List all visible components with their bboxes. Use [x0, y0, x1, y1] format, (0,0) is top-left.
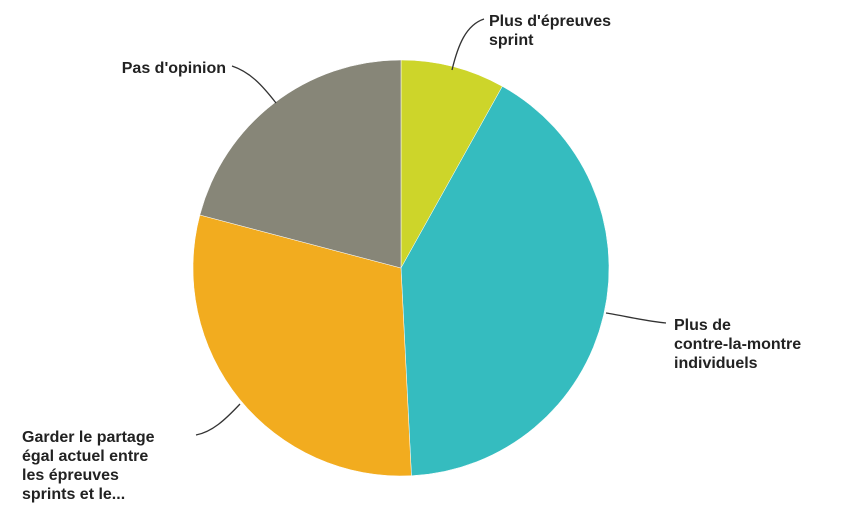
pie-slice-3	[192, 214, 412, 477]
slice-label-line: Plus de	[674, 317, 731, 334]
slice-label-2: Plus de contre-la-montre individuels	[674, 317, 801, 372]
slice-label-line: Garder le partage	[22, 429, 155, 446]
slice-label-line: sprint	[489, 32, 534, 49]
slice-label-line: égal actuel entre	[22, 448, 148, 465]
pie-slice-4	[199, 59, 402, 269]
leader-line-3	[195, 403, 241, 436]
slice-label-line: Plus d'épreuves	[489, 13, 611, 30]
slice-label-4: Pas d'opinion	[122, 60, 226, 77]
slice-label-line: Pas d'opinion	[122, 60, 226, 77]
slice-label-line: les épreuves	[22, 467, 119, 484]
slice-label-3: Garder le partage égal actuel entre les ép…	[22, 429, 155, 503]
leader-line-1	[451, 18, 485, 71]
slice-labels: Plus d'épreuves sprint Plus de contre-la-mo…	[22, 13, 801, 503]
slice-label-1: Plus d'épreuves sprint	[489, 13, 611, 49]
leader-line-4	[231, 65, 277, 104]
leader-line-2	[605, 312, 667, 324]
slice-label-line: sprints et le...	[22, 486, 125, 503]
leader-lines	[195, 18, 667, 436]
pie-slice-2	[400, 86, 610, 477]
slice-label-line: contre-la-montre	[674, 336, 801, 353]
slice-label-line: individuels	[674, 355, 758, 372]
pie-slices	[192, 59, 610, 477]
